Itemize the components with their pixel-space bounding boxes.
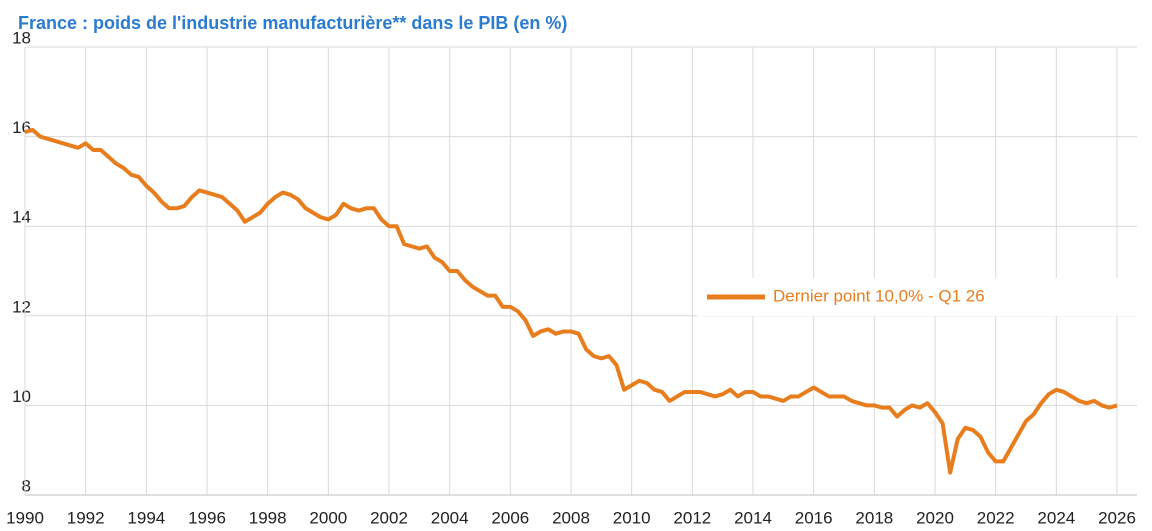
y-tick-label: 8 xyxy=(22,476,31,495)
legend-box xyxy=(697,278,1137,316)
y-tick-label: 12 xyxy=(12,297,31,316)
x-tick-label: 2008 xyxy=(552,508,590,527)
y-tick-label: 10 xyxy=(12,387,31,406)
x-tick-label: 2010 xyxy=(613,508,651,527)
y-tick-label: 16 xyxy=(12,118,31,137)
x-tick-label: 1996 xyxy=(188,508,226,527)
x-tick-label: 2002 xyxy=(370,508,408,527)
x-tick-label: 2018 xyxy=(855,508,893,527)
x-tick-label: 2006 xyxy=(491,508,529,527)
x-tick-label: 1992 xyxy=(67,508,105,527)
x-tick-label: 2020 xyxy=(916,508,954,527)
x-tick-label: 2022 xyxy=(977,508,1015,527)
legend-label: Dernier point 10,0% - Q1 26 xyxy=(773,286,985,305)
x-tick-label: 2026 xyxy=(1098,508,1136,527)
x-tick-label: 2000 xyxy=(309,508,347,527)
x-tick-label: 2014 xyxy=(734,508,772,527)
data-line xyxy=(24,127,1118,475)
x-tick-label: 2004 xyxy=(431,508,469,527)
x-tick-label: 2016 xyxy=(795,508,833,527)
x-tick-label: 1998 xyxy=(249,508,287,527)
x-tick-label: 1990 xyxy=(6,508,44,527)
x-tick-label: 1994 xyxy=(127,508,165,527)
x-tick-label: 2012 xyxy=(673,508,711,527)
y-tick-label: 18 xyxy=(12,28,31,47)
x-tick-label: 2024 xyxy=(1037,508,1075,527)
chart-title: France : poids de l'industrie manufactur… xyxy=(18,13,567,33)
y-tick-label: 14 xyxy=(12,208,31,227)
